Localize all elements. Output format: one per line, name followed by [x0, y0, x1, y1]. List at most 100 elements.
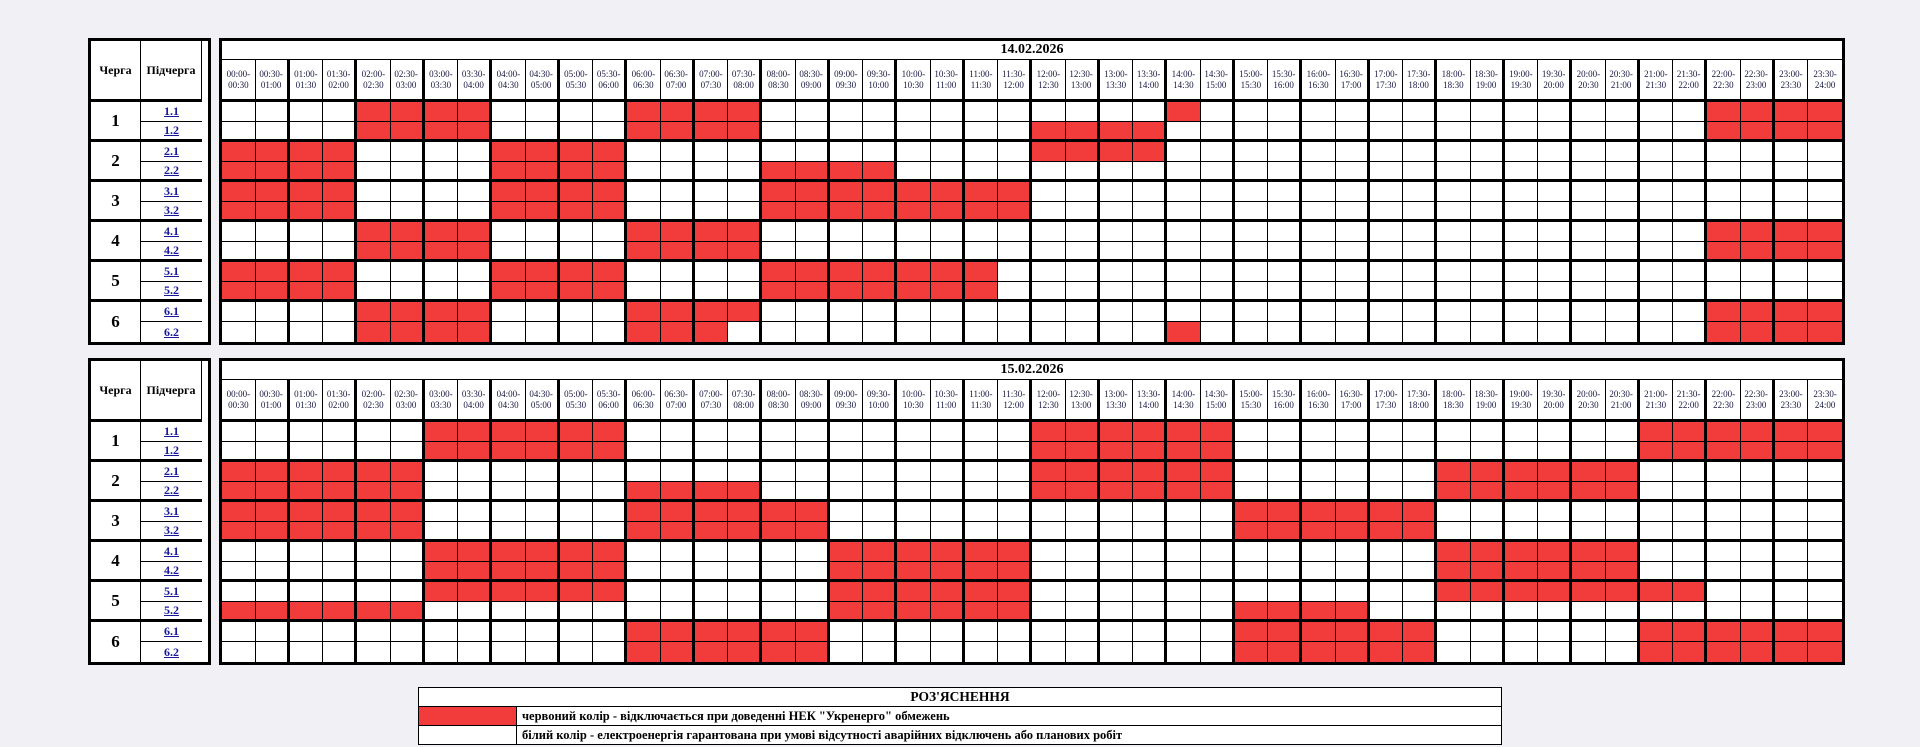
- power-on-cell: [863, 422, 897, 442]
- outage-cell: [1167, 462, 1201, 482]
- power-on-cell: [1639, 522, 1674, 542]
- power-on-cell: [728, 322, 762, 342]
- power-on-cell: [1774, 502, 1809, 522]
- power-on-cell: [1200, 242, 1235, 262]
- power-on-cell: [1369, 222, 1404, 242]
- outage-cell: [1335, 622, 1370, 642]
- outage-cell: [1200, 462, 1235, 482]
- power-on-cell: [1572, 302, 1606, 322]
- outage-cell: [829, 602, 864, 622]
- outage-cell: [1740, 642, 1775, 662]
- power-on-cell: [897, 502, 931, 522]
- power-on-cell: [222, 642, 256, 662]
- queue-label-block: Черга Підчерга 1 1.1 1.2 2 2.1 2.2 3 3.1 3.2 4 4.1 4.…: [88, 358, 211, 665]
- power-on-cell: [1673, 522, 1707, 542]
- power-on-cell: [1099, 302, 1134, 322]
- power-on-cell: [1808, 482, 1842, 502]
- outage-cell: [1740, 322, 1775, 342]
- time-slot-header: 01:00- 01:30: [289, 380, 324, 422]
- power-on-cell: [1808, 202, 1842, 222]
- power-on-cell: [1065, 502, 1100, 522]
- power-on-cell: [289, 582, 324, 602]
- outage-cell: [1808, 222, 1842, 242]
- outage-cell: [660, 642, 695, 662]
- power-on-cell: [1808, 542, 1842, 562]
- power-on-cell: [1200, 302, 1235, 322]
- outage-cell: [1774, 122, 1809, 142]
- outage-cell: [897, 582, 931, 602]
- power-on-cell: [1470, 622, 1505, 642]
- power-on-cell: [1808, 462, 1842, 482]
- power-on-cell: [930, 442, 965, 462]
- power-on-cell: [1234, 162, 1269, 182]
- outage-cell: [694, 322, 729, 342]
- power-on-cell: [1572, 642, 1606, 662]
- power-on-cell: [1437, 422, 1471, 442]
- power-on-cell: [559, 322, 594, 342]
- power-on-cell: [492, 522, 526, 542]
- power-on-cell: [728, 562, 762, 582]
- power-on-cell: [1639, 562, 1674, 582]
- power-on-cell: [525, 642, 560, 662]
- outage-cell: [289, 202, 324, 222]
- power-on-cell: [795, 302, 830, 322]
- power-on-cell: [1032, 602, 1066, 622]
- outage-cell: [1437, 462, 1471, 482]
- power-on-cell: [1032, 522, 1066, 542]
- power-on-cell: [1335, 182, 1370, 202]
- power-on-cell: [829, 482, 864, 502]
- power-on-cell: [1740, 202, 1775, 222]
- time-slot-header: 09:00- 09:30: [829, 60, 864, 102]
- power-on-cell: [255, 322, 290, 342]
- power-on-cell: [1639, 182, 1674, 202]
- outage-cell: [1504, 542, 1539, 562]
- power-on-cell: [593, 522, 627, 542]
- subqueue-label: 6.2: [164, 324, 179, 339]
- time-slot-header: 08:00- 08:30: [762, 60, 796, 102]
- power-on-cell: [1133, 582, 1167, 602]
- power-on-cell: [1268, 302, 1302, 322]
- power-on-cell: [795, 242, 830, 262]
- power-on-cell: [930, 162, 965, 182]
- power-on-cell: [390, 642, 425, 662]
- power-on-cell: [323, 442, 357, 462]
- time-grid: 15.02.2026 00:00- 00:30 00:30- 01:00 01:00- 01…: [219, 358, 1845, 665]
- power-on-cell: [762, 542, 796, 562]
- power-on-cell: [1808, 562, 1842, 582]
- power-on-cell: [458, 522, 492, 542]
- power-on-cell: [1268, 162, 1302, 182]
- power-on-cell: [357, 562, 391, 582]
- power-on-cell: [1470, 102, 1505, 122]
- outage-cell: [627, 102, 661, 122]
- outage-cell: [1673, 422, 1707, 442]
- power-on-cell: [1032, 622, 1066, 642]
- power-on-cell: [1470, 502, 1505, 522]
- power-on-cell: [694, 282, 729, 302]
- power-on-cell: [1200, 642, 1235, 662]
- time-slot-header: 08:00- 08:30: [762, 380, 796, 422]
- power-on-cell: [1133, 302, 1167, 322]
- time-slot-header: 16:30- 17:00: [1335, 380, 1370, 422]
- time-slot-header: 22:30- 23:00: [1740, 60, 1775, 102]
- outage-cell: [762, 162, 796, 182]
- power-on-cell: [1707, 182, 1741, 202]
- power-on-cell: [323, 422, 357, 442]
- power-on-cell: [1774, 162, 1809, 182]
- power-on-cell: [1774, 562, 1809, 582]
- power-on-cell: [1234, 262, 1269, 282]
- power-on-cell: [863, 642, 897, 662]
- power-on-cell: [1099, 262, 1134, 282]
- power-on-cell: [1403, 322, 1437, 342]
- date-header: 15.02.2026: [222, 361, 1842, 380]
- power-on-cell: [1133, 622, 1167, 642]
- outage-cell: [1740, 242, 1775, 262]
- power-on-cell: [1403, 542, 1437, 562]
- power-on-cell: [1032, 642, 1066, 662]
- time-slot-header: 02:30- 03:00: [390, 60, 425, 102]
- power-on-cell: [1335, 542, 1370, 562]
- power-on-cell: [1504, 502, 1539, 522]
- power-on-cell: [998, 302, 1032, 322]
- queue-number: 2: [91, 142, 141, 182]
- outage-cell: [829, 282, 864, 302]
- power-on-cell: [1605, 642, 1640, 662]
